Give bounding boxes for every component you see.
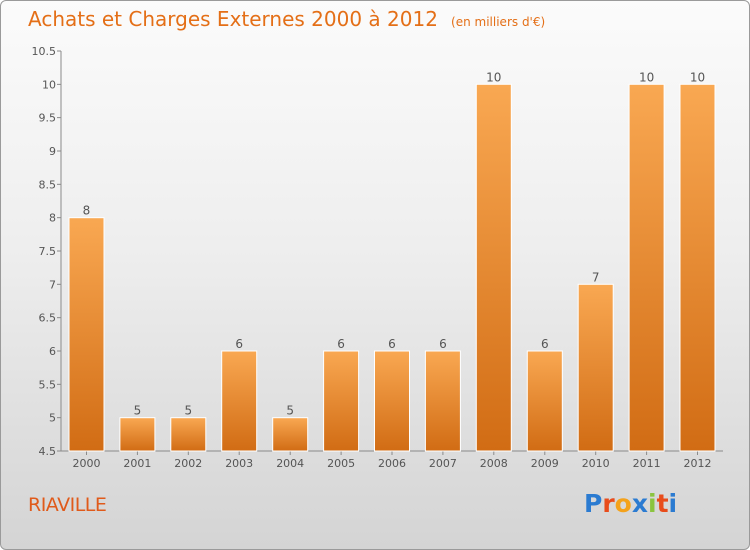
y-tick-label: 10 <box>42 78 56 91</box>
bar-2011 <box>628 83 665 452</box>
bar-layer <box>68 83 716 452</box>
y-tick-label: 9 <box>49 145 56 158</box>
bar-2005 <box>323 350 360 452</box>
data-label-2006: 6 <box>388 337 396 351</box>
logo-letter: r <box>602 489 615 518</box>
x-tick-label: 2007 <box>429 457 457 470</box>
y-tick-label: 6 <box>49 345 56 358</box>
logo-letter: t <box>656 489 669 518</box>
bar-2010 <box>577 283 614 452</box>
y-tick-label: 8.5 <box>39 178 57 191</box>
y-tick-label: 8 <box>49 212 56 225</box>
bar-2002 <box>170 417 207 452</box>
x-tick-label: 2000 <box>73 457 101 470</box>
data-label-2007: 6 <box>439 337 447 351</box>
y-tick-label: 4.5 <box>39 445 57 458</box>
title-row: Achats et Charges Externes 2000 à 2012 (… <box>28 7 545 31</box>
data-label-2003: 6 <box>235 337 243 351</box>
data-label-2004: 5 <box>286 404 294 418</box>
x-tick-label: 2009 <box>531 457 559 470</box>
x-tick-label: 2002 <box>174 457 202 470</box>
bar-2006 <box>374 350 410 452</box>
data-label-2012: 10 <box>690 70 705 84</box>
y-tick-label: 5 <box>49 412 56 425</box>
chart-unit: (en milliers d'€) <box>451 15 546 29</box>
data-label-2008: 10 <box>486 70 501 84</box>
x-tick-label: 2005 <box>327 457 355 470</box>
y-tick-label: 9.5 <box>39 112 57 125</box>
bar-2004 <box>272 417 309 452</box>
bar-chart: 4.5 5 5.5 6 6.5 7 7.5 8 8.5 9 9.5 10 10.5 8 2000 5 2001… <box>32 45 723 470</box>
y-tick-label: 6.5 <box>39 312 57 325</box>
x-tick-label: 2010 <box>582 457 610 470</box>
bar-2003 <box>221 350 258 452</box>
chart-title: Achats et Charges Externes 2000 à 2012 <box>28 7 438 31</box>
logo-letter: P <box>584 489 603 518</box>
x-tick-label: 2004 <box>276 457 304 470</box>
logo-letter: x <box>631 489 648 518</box>
y-tick-label: 5.5 <box>39 378 57 391</box>
x-tick-label: 2012 <box>684 457 712 470</box>
data-label-2001: 5 <box>134 404 142 418</box>
data-label-2009: 6 <box>541 337 549 351</box>
data-label-2011: 10 <box>639 70 654 84</box>
logo-letter: i <box>648 489 657 518</box>
bar-2007 <box>424 350 461 452</box>
data-label-2005: 6 <box>337 337 345 351</box>
y-tick-label: 7.5 <box>39 245 57 258</box>
data-label-2002: 5 <box>184 404 192 418</box>
x-tick-label: 2001 <box>123 457 151 470</box>
y-tick-label: 10.5 <box>32 45 57 58</box>
bar-2000 <box>68 217 105 452</box>
commune-name: RIAVILLE <box>28 494 107 516</box>
bar-2009 <box>526 350 563 452</box>
data-label-2010: 7 <box>592 270 600 284</box>
bar-2008 <box>475 83 512 452</box>
bar-2012 <box>679 83 716 452</box>
x-tick-label: 2011 <box>633 457 661 470</box>
x-tick-label: 2008 <box>480 457 508 470</box>
proxiti-logo: Proxiti <box>584 489 677 518</box>
x-tick-label: 2003 <box>225 457 253 470</box>
bar-2001 <box>119 417 156 452</box>
logo-letter: o <box>614 489 632 518</box>
y-tick-label: 7 <box>49 278 56 291</box>
logo-letter: i <box>668 489 678 518</box>
x-tick-label: 2006 <box>378 457 406 470</box>
data-label-2000: 8 <box>83 204 91 218</box>
label-layer: 8 2000 5 2001 5 2002 6 2003 5 2004 6 2005 6 2006 6 2007… <box>73 70 712 470</box>
